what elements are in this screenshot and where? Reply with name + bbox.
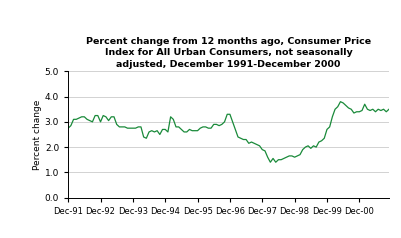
Y-axis label: Percent change: Percent change bbox=[33, 99, 42, 170]
Title: Percent change from 12 months ago, Consumer Price
Index for All Urban Consumers,: Percent change from 12 months ago, Consu… bbox=[86, 37, 371, 69]
